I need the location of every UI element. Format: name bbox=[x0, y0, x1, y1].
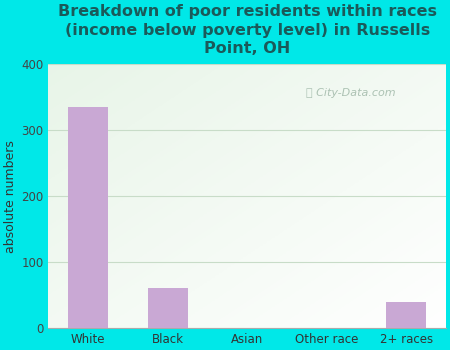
Bar bbox=[68, 107, 108, 328]
Text: ⓘ City-Data.com: ⓘ City-Data.com bbox=[306, 89, 395, 98]
Y-axis label: absolute numbers: absolute numbers bbox=[4, 140, 17, 253]
Bar bbox=[148, 288, 188, 328]
Bar bbox=[386, 302, 426, 328]
Title: Breakdown of poor residents within races
(income below poverty level) in Russell: Breakdown of poor residents within races… bbox=[58, 4, 436, 56]
